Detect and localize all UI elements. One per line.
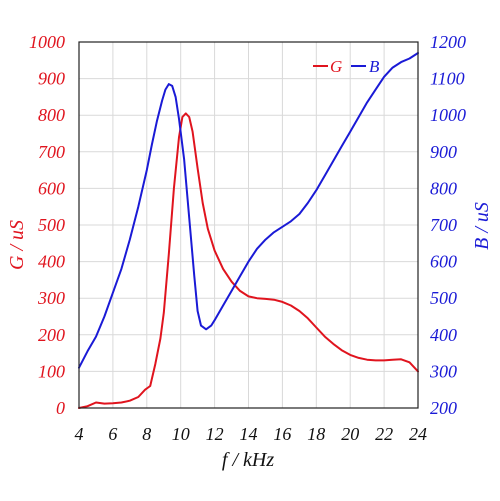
y-left-tick-label: 1000 bbox=[29, 32, 65, 52]
x-tick-label: 4 bbox=[75, 424, 84, 444]
y-right-tick-label: 600 bbox=[430, 252, 457, 272]
y-right-tick-label: 400 bbox=[430, 325, 457, 345]
y-right-axis-label: B / uS bbox=[471, 202, 493, 250]
x-tick-labels: 4 6 8 10 12 14 16 18 20 22 24 bbox=[75, 424, 428, 444]
series-line-g bbox=[78, 112, 419, 409]
y-right-tick-label: 200 bbox=[430, 398, 457, 418]
y-left-tick-label: 200 bbox=[38, 325, 65, 345]
series-line-b bbox=[78, 52, 419, 369]
x-tick-label: 12 bbox=[206, 424, 224, 444]
x-tick-label: 18 bbox=[307, 424, 325, 444]
y-right-tick-label: 1100 bbox=[430, 69, 465, 89]
x-tick-label: 14 bbox=[240, 424, 258, 444]
y-left-tick-label: 300 bbox=[37, 288, 65, 308]
y-right-tick-label: 1200 bbox=[430, 32, 466, 52]
y-left-tick-label: 0 bbox=[56, 398, 65, 418]
y-right-tick-label: 500 bbox=[430, 288, 457, 308]
y-right-tick-label: 900 bbox=[430, 142, 457, 162]
plot-frame bbox=[78, 41, 419, 409]
legend-b-label: B bbox=[369, 57, 380, 76]
y-left-tick-label: 800 bbox=[38, 105, 65, 125]
x-tick-label: 8 bbox=[142, 424, 151, 444]
y-left-tick-labels: 0 100 200 300 400 500 600 700 800 900 1000 bbox=[29, 32, 65, 418]
x-tick-label: 16 bbox=[273, 424, 291, 444]
grid-lines bbox=[78, 41, 419, 409]
y-left-tick-label: 900 bbox=[38, 69, 65, 89]
y-left-tick-label: 600 bbox=[38, 178, 65, 198]
x-tick-label: 10 bbox=[172, 424, 190, 444]
y-left-axis-label: G / uS bbox=[6, 220, 28, 270]
legend: G B bbox=[313, 57, 380, 76]
x-tick-label: 6 bbox=[108, 424, 117, 444]
series-lines bbox=[78, 52, 419, 409]
y-left-tick-label: 700 bbox=[38, 142, 65, 162]
y-left-tick-label: 100 bbox=[38, 361, 65, 381]
y-right-tick-labels: 200 300 400 500 600 700 800 900 1000 1100 1200 bbox=[429, 32, 466, 418]
x-tick-label: 22 bbox=[375, 424, 393, 444]
legend-g-label: G bbox=[330, 57, 342, 76]
y-right-tick-label: 1000 bbox=[430, 105, 466, 125]
y-right-tick-label: 300 bbox=[429, 361, 457, 381]
x-tick-label: 20 bbox=[341, 424, 359, 444]
x-axis-label: f / kHz bbox=[222, 449, 274, 471]
y-left-tick-label: 400 bbox=[38, 252, 65, 272]
x-tick-label: 24 bbox=[409, 424, 427, 444]
y-right-tick-label: 700 bbox=[430, 215, 457, 235]
y-right-tick-label: 800 bbox=[430, 178, 457, 198]
y-left-tick-label: 500 bbox=[38, 215, 65, 235]
